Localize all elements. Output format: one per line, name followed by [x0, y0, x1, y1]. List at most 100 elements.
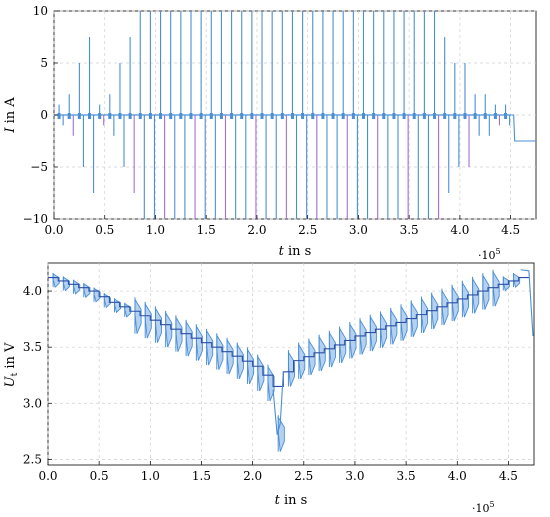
current-pulse	[250, 11, 257, 219]
voltage-dip	[272, 371, 284, 435]
tick-labels: 0.0 0.5 1.0 1.5 2.0 2.5 3.0 3.5 4.0 4.5 2.5 3.0 3.5 4…	[23, 284, 518, 483]
voltage-plot: 0.0 0.5 1.0 1.5 2.0 2.5 3.0 3.5 4.0 4.5 2.5 3.0 3.5 4…	[3, 262, 535, 515]
grid	[47, 263, 534, 465]
x-tick-label: 4.0	[450, 223, 469, 237]
voltage-end-drop	[520, 269, 534, 336]
voltage-pulse	[206, 328, 214, 366]
current-pulse	[179, 11, 186, 219]
x-tick-label: 2.5	[294, 469, 313, 483]
voltage-pulse	[134, 297, 142, 334]
voltage-pulse	[144, 301, 152, 339]
end-step	[510, 114, 536, 142]
voltage-pulse	[257, 354, 265, 392]
current-pulse	[372, 11, 379, 219]
x-tick-label: 4.0	[448, 469, 467, 483]
current-pulse	[443, 37, 450, 193]
x-tick-label: 4.5	[499, 469, 518, 483]
current-pulse	[169, 11, 176, 219]
current-pulse	[301, 11, 308, 219]
voltage-baseline	[48, 277, 529, 387]
x-tick-label: 0.5	[90, 469, 109, 483]
current-pulse	[77, 63, 84, 167]
x-tick-label: 3.0	[349, 223, 368, 237]
voltage-pulse	[420, 296, 429, 334]
current-pulse	[493, 104, 501, 126]
current-pulse	[412, 11, 419, 219]
current-pulse	[159, 11, 166, 219]
current-pulse	[260, 11, 267, 219]
current-pulse	[382, 11, 389, 219]
current-pulse	[463, 63, 470, 167]
current-pulse	[118, 63, 125, 167]
current-pulse	[199, 11, 206, 219]
voltage-pulse	[175, 315, 183, 352]
y-tick-label: 10	[33, 4, 48, 18]
current-pulse	[219, 11, 227, 219]
x-tick-label: 0.0	[38, 469, 57, 483]
current-pulse	[341, 11, 348, 219]
current-pulse	[402, 11, 409, 219]
x-tick-label: 1.0	[146, 223, 165, 237]
current-pulse	[453, 63, 460, 167]
x-tick-label: 1.5	[197, 223, 216, 237]
current-pulse	[128, 37, 135, 193]
x-tick-label: 2.5	[298, 223, 317, 237]
current-pulse	[433, 11, 440, 219]
voltage-pulse	[165, 310, 173, 348]
voltage-pulse	[185, 319, 193, 357]
current-pulse	[351, 11, 358, 219]
x-tick-label: 4.5	[501, 223, 520, 237]
current-pulse	[321, 11, 328, 219]
x-tick-label: 3.5	[400, 223, 419, 237]
current-series	[54, 11, 536, 219]
plot-frame	[47, 262, 535, 466]
current-plot: 0.0 0.5 1.0 1.5 2.0 2.5 3.0 3.5 4.0 4.5−10−50510 …	[3, 4, 537, 262]
y-tick-label: −5	[30, 160, 48, 174]
current-pulse	[88, 37, 95, 193]
y-tick-label: 0	[40, 108, 48, 122]
x-tick-label: 0.5	[95, 223, 114, 237]
x-multiplier: ·105	[478, 247, 501, 262]
current-pulse	[311, 11, 318, 219]
current-pulse	[98, 104, 105, 126]
x-multiplier: ·105	[472, 500, 495, 515]
current-pulse	[240, 11, 247, 219]
voltage-pulse	[154, 306, 163, 343]
x-tick-label: 2.0	[247, 223, 266, 237]
current-pulse	[230, 11, 237, 219]
current-pulse	[108, 94, 115, 136]
x-axis-label: t in s	[275, 493, 308, 508]
tick-labels: 0.0 0.5 1.0 1.5 2.0 2.5 3.0 3.5 4.0 4.5 −10 −5 0 5 10	[23, 4, 521, 237]
y-tick-label: −10	[23, 212, 48, 226]
current-pulse	[209, 11, 216, 219]
y-tick-label: 2.5	[23, 452, 42, 466]
current-pulse	[270, 11, 277, 219]
current-pulse	[189, 11, 196, 219]
x-tick-label: 2.0	[243, 469, 262, 483]
current-pulse	[280, 11, 287, 219]
y-tick-label: 4.0	[23, 284, 42, 298]
x-tick-label: 0.0	[44, 223, 63, 237]
y-tick-label: 3.0	[23, 396, 42, 410]
y-tick-label: 5	[40, 56, 48, 70]
voltage-pulse	[339, 326, 347, 364]
y-tick-label: 3.5	[23, 340, 42, 354]
voltage-pulse	[318, 334, 326, 372]
voltage-pulse	[103, 293, 111, 309]
voltage-series	[48, 269, 534, 452]
current-pulse	[483, 94, 490, 136]
x-tick-label: 1.0	[141, 469, 160, 483]
voltage-pulse	[216, 333, 224, 370]
y-axis-label: Ut in V	[3, 342, 20, 387]
x-axis-label: t in s	[279, 244, 312, 259]
x-tick-label: 1.5	[192, 469, 211, 483]
current-pulse	[473, 94, 480, 136]
voltage-pulse	[400, 304, 408, 341]
x-tick-label: 3.5	[397, 469, 416, 483]
voltage-pulse	[431, 292, 439, 330]
current-pulse	[138, 11, 145, 219]
current-pulse	[57, 104, 64, 126]
voltage-pulse	[195, 324, 203, 361]
current-pulse	[148, 11, 156, 219]
